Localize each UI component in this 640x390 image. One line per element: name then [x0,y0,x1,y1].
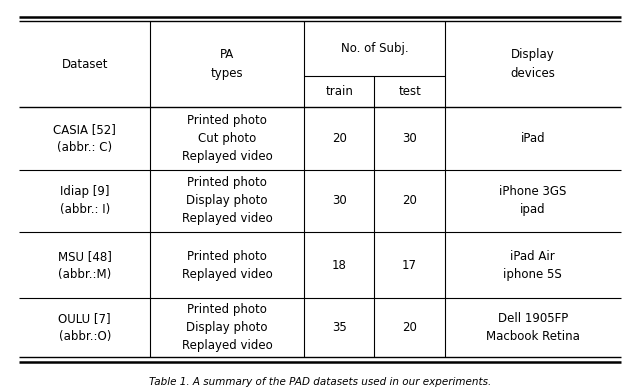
Text: iPhone 3GS
ipad: iPhone 3GS ipad [499,185,566,216]
Text: 35: 35 [332,321,347,334]
Text: No. of Subj.: No. of Subj. [340,42,408,55]
Text: Idiap [9]
(abbr.: I): Idiap [9] (abbr.: I) [60,185,110,216]
Text: Printed photo
Display photo
Replayed video: Printed photo Display photo Replayed vid… [182,176,273,225]
Text: Printed photo
Display photo
Replayed video: Printed photo Display photo Replayed vid… [182,303,273,352]
Text: Dataset: Dataset [61,58,108,71]
Text: test: test [398,85,421,98]
Text: iPad: iPad [520,132,545,145]
Text: 20: 20 [402,321,417,334]
Text: train: train [325,85,353,98]
Text: Printed photo
Cut photo
Replayed video: Printed photo Cut photo Replayed video [182,114,273,163]
Text: Printed photo
Replayed video: Printed photo Replayed video [182,250,273,281]
Text: Dell 1905FP
Macbook Retina: Dell 1905FP Macbook Retina [486,312,580,343]
Text: Display
devices: Display devices [510,48,556,80]
Text: iPad Air
iphone 5S: iPad Air iphone 5S [504,250,562,281]
Text: PA
types: PA types [211,48,243,80]
Text: 30: 30 [332,194,347,207]
Text: 20: 20 [332,132,347,145]
Text: Table 1. A summary of the PAD datasets used in our experiments.: Table 1. A summary of the PAD datasets u… [149,377,491,387]
Text: MSU [48]
(abbr.:M): MSU [48] (abbr.:M) [58,250,112,281]
Text: 30: 30 [402,132,417,145]
Text: 20: 20 [402,194,417,207]
Text: 18: 18 [332,259,347,272]
Text: OULU [7]
(abbr.:O): OULU [7] (abbr.:O) [58,312,111,343]
Text: CASIA [52]
(abbr.: C): CASIA [52] (abbr.: C) [53,123,116,154]
Text: 17: 17 [402,259,417,272]
